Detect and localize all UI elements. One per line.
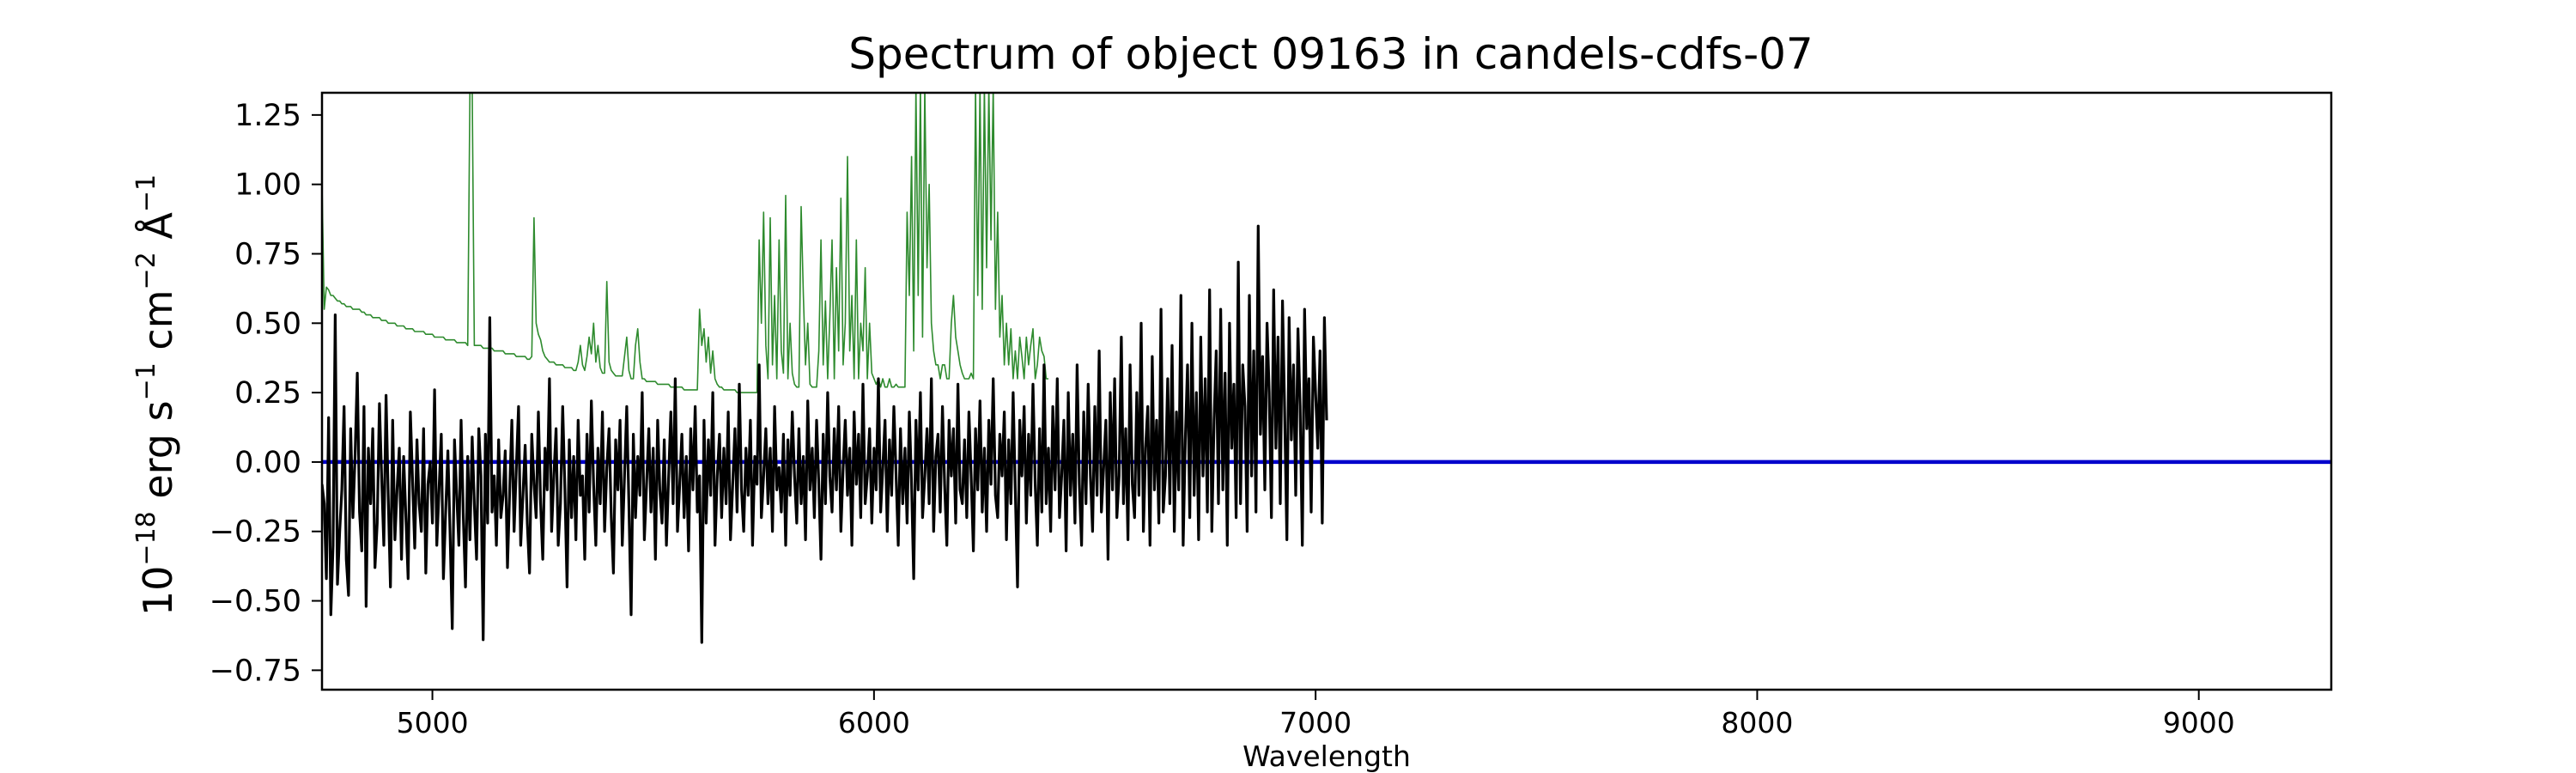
y-tick-label: −0.50 — [210, 585, 301, 619]
y-tick-label: 1.00 — [234, 168, 301, 203]
x-tick-label: 6000 — [838, 706, 910, 740]
y-label-unit-cm: cm — [135, 289, 181, 362]
y-label-unit-erg-exp: −1 — [131, 362, 161, 400]
y-label-unit-angstrom-exp: −1 — [131, 174, 161, 212]
chart-title: Spectrum of object 09163 in candels-cdfs… — [848, 29, 1814, 79]
x-tick-label: 5000 — [397, 706, 469, 740]
y-label-unit-cm-exp: −2 — [131, 252, 161, 289]
x-axis-label: Wavelength — [1242, 740, 1411, 773]
x-tick-label: 7000 — [1279, 706, 1352, 740]
y-label-unit-angstrom: Å — [135, 212, 181, 253]
y-tick-label: 1.25 — [234, 99, 301, 133]
x-axis-ticks: 5000 6000 7000 8000 9000 — [397, 690, 2235, 740]
y-label-base: 10 — [135, 566, 181, 617]
y-tick-label: −0.75 — [210, 654, 301, 688]
y-tick-label: 0.00 — [234, 446, 301, 480]
x-tick-label: 9000 — [2163, 706, 2235, 740]
y-label-exponent: −18 — [131, 511, 161, 565]
y-axis-label: 10−18 erg s−1 cm−2 Å−1 — [131, 174, 181, 616]
y-axis-ticks: −0.75 −0.50 −0.25 0.00 0.25 0.50 0.75 1.00 1.25 — [210, 99, 322, 688]
flux-spectrum-line — [322, 224, 1328, 644]
plot-frame — [320, 91, 2333, 691]
y-tick-label: 0.75 — [234, 237, 301, 271]
x-tick-label: 8000 — [1721, 706, 1793, 740]
y-tick-label: 0.25 — [234, 376, 301, 411]
y-tick-label: −0.25 — [210, 515, 301, 550]
y-tick-label: 0.50 — [234, 307, 301, 341]
svg-text:10−18 erg s−1 cm−2 Å−1: 10−18 erg s−1 cm−2 Å−1 — [131, 174, 181, 616]
error-spectrum-line — [322, 93, 1048, 393]
y-label-unit-erg: erg s — [135, 400, 181, 511]
